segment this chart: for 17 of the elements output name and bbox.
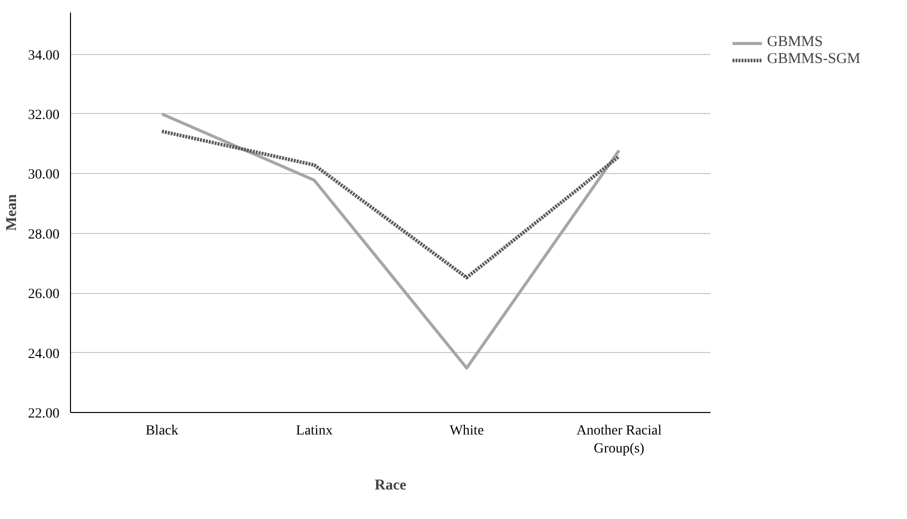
y-tick-label: 26.00 bbox=[28, 287, 60, 302]
y-axis-title: Mean bbox=[4, 194, 20, 231]
legend-label: GBMMS bbox=[767, 34, 823, 51]
x-axis-title: Race bbox=[374, 478, 407, 494]
line-series bbox=[160, 112, 621, 370]
y-tick-label: 28.00 bbox=[28, 227, 60, 242]
y-tick-label: 34.00 bbox=[28, 48, 60, 64]
x-tick-label: White bbox=[450, 424, 484, 438]
x-tick-label: Black bbox=[146, 424, 178, 438]
y-tick-label: 22.00 bbox=[28, 406, 60, 422]
x-tick-label: Latinx bbox=[296, 424, 333, 438]
y-tick-label: 24.00 bbox=[28, 346, 60, 362]
y-tick-label: 32.00 bbox=[28, 108, 60, 123]
y-tick-label: 30.00 bbox=[28, 168, 60, 183]
x-tick-label: Another Racial Group(s) bbox=[576, 424, 662, 456]
line-series bbox=[160, 130, 621, 280]
legend-label: GBMMS-SGM bbox=[767, 51, 860, 68]
